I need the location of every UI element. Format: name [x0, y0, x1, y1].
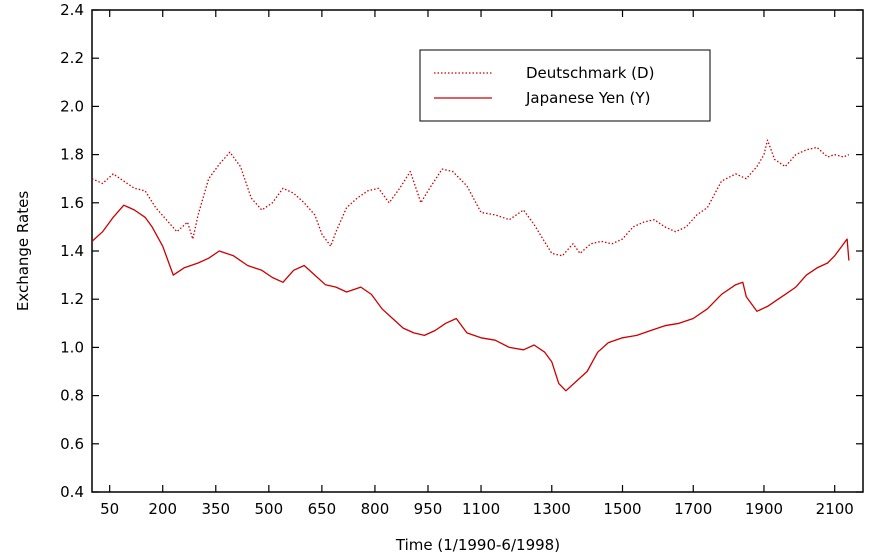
x-tick-label: 50: [100, 500, 119, 518]
y-tick-label: 1.0: [60, 338, 84, 356]
y-tick-label: 1.8: [60, 146, 84, 164]
y-tick-label: 0.6: [60, 435, 84, 453]
y-tick-label: 1.2: [60, 290, 84, 308]
y-tick-label: 1.6: [60, 194, 84, 212]
x-axis-ticks: 50 200 350 500 650 800 950 1100 1300 1500 1700 1900…: [100, 10, 854, 518]
legend: Deutschmark (D) Japanese Yen (Y): [419, 49, 711, 122]
series-line-deutschmark: [91, 139, 850, 257]
x-tick-label: 1700: [674, 500, 712, 518]
x-tick-label: 650: [308, 500, 337, 518]
legend-label-deutschmark: Deutschmark (D): [526, 64, 654, 82]
y-tick-label: 2.0: [60, 97, 84, 115]
x-tick-label: 1500: [603, 500, 641, 518]
x-tick-label: 800: [361, 500, 390, 518]
x-axis-label: Time (1/1990-6/1998): [395, 536, 560, 554]
y-tick-label: 0.4: [60, 483, 84, 501]
y-tick-label: 2.4: [60, 1, 84, 19]
x-tick-label: 500: [255, 500, 284, 518]
y-tick-label: 0.8: [60, 387, 84, 405]
y-tick-label: 1.4: [60, 242, 84, 260]
series-line-yen: [91, 204, 850, 392]
x-tick-label: 200: [148, 500, 177, 518]
series-lines: [91, 139, 850, 392]
legend-box: [419, 49, 711, 122]
legend-label-yen: Japanese Yen (Y): [525, 89, 650, 107]
y-axis-ticks: 0.4 0.6 0.8 1.0 1.2 1.4 1.6 1.8 2.0 2.2 2.4: [60, 1, 863, 501]
x-tick-label: 350: [201, 500, 230, 518]
y-tick-label: 2.2: [60, 49, 84, 67]
x-tick-label: 1300: [533, 500, 571, 518]
y-axis-label: Exchange Rates: [14, 191, 32, 311]
x-tick-label: 2100: [816, 500, 854, 518]
x-tick-label: 1900: [745, 500, 783, 518]
x-tick-label: 950: [414, 500, 443, 518]
x-tick-label: 1100: [462, 500, 500, 518]
